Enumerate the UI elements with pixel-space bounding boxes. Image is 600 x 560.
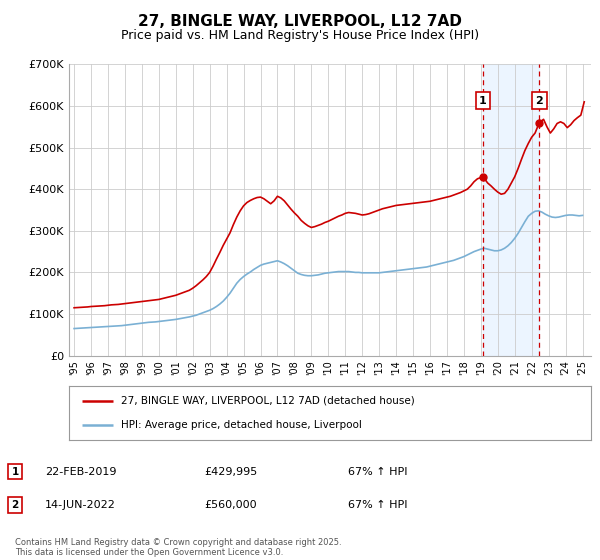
Text: 27, BINGLE WAY, LIVERPOOL, L12 7AD (detached house): 27, BINGLE WAY, LIVERPOOL, L12 7AD (deta…: [121, 396, 415, 406]
Text: £429,995: £429,995: [204, 466, 257, 477]
Text: 67% ↑ HPI: 67% ↑ HPI: [348, 500, 407, 510]
Text: HPI: Average price, detached house, Liverpool: HPI: Average price, detached house, Live…: [121, 420, 362, 430]
Text: £560,000: £560,000: [204, 500, 257, 510]
Text: 22-FEB-2019: 22-FEB-2019: [45, 466, 116, 477]
Text: Contains HM Land Registry data © Crown copyright and database right 2025.
This d: Contains HM Land Registry data © Crown c…: [15, 538, 341, 557]
Text: Price paid vs. HM Land Registry's House Price Index (HPI): Price paid vs. HM Land Registry's House …: [121, 29, 479, 42]
Bar: [483, 64, 539, 356]
Text: 27, BINGLE WAY, LIVERPOOL, L12 7AD: 27, BINGLE WAY, LIVERPOOL, L12 7AD: [138, 14, 462, 29]
Text: 14-JUN-2022: 14-JUN-2022: [45, 500, 116, 510]
Text: 1: 1: [11, 466, 19, 477]
Text: 67% ↑ HPI: 67% ↑ HPI: [348, 466, 407, 477]
Text: 2: 2: [535, 96, 543, 106]
Text: 2: 2: [11, 500, 19, 510]
Text: 1: 1: [479, 96, 487, 106]
